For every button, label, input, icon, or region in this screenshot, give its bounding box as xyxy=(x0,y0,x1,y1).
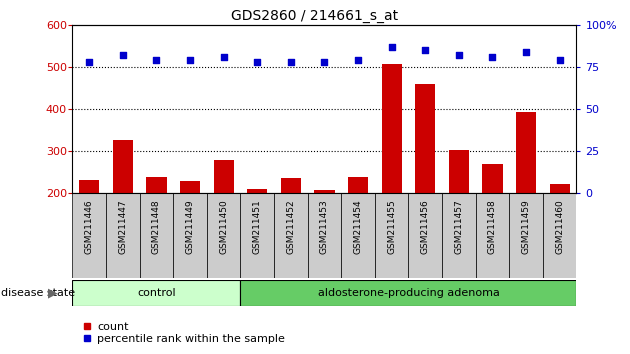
FancyBboxPatch shape xyxy=(173,193,207,278)
Text: GSM211457: GSM211457 xyxy=(454,199,463,253)
FancyBboxPatch shape xyxy=(207,193,241,278)
Bar xyxy=(79,180,100,193)
Text: ▶: ▶ xyxy=(49,286,58,299)
Bar xyxy=(113,141,133,193)
Text: GSM211453: GSM211453 xyxy=(320,199,329,253)
FancyBboxPatch shape xyxy=(72,280,241,306)
Bar xyxy=(214,160,234,193)
Text: GSM211456: GSM211456 xyxy=(421,199,430,253)
Text: GSM211454: GSM211454 xyxy=(353,199,362,253)
Point xyxy=(353,57,363,63)
Text: GSM211452: GSM211452 xyxy=(287,199,295,253)
Text: GSM211451: GSM211451 xyxy=(253,199,261,253)
Point xyxy=(420,47,430,53)
Point xyxy=(319,59,329,65)
Text: GSM211459: GSM211459 xyxy=(522,199,530,253)
FancyBboxPatch shape xyxy=(341,193,375,278)
FancyBboxPatch shape xyxy=(375,193,408,278)
Point xyxy=(118,52,128,58)
Text: aldosterone-producing adenoma: aldosterone-producing adenoma xyxy=(318,288,500,298)
Bar xyxy=(314,190,335,193)
Point xyxy=(185,57,195,63)
Text: GSM211460: GSM211460 xyxy=(555,199,564,253)
Text: GSM211449: GSM211449 xyxy=(186,199,195,253)
Point xyxy=(387,44,397,50)
Bar xyxy=(180,181,200,193)
Bar xyxy=(348,177,368,193)
FancyBboxPatch shape xyxy=(307,193,341,278)
FancyBboxPatch shape xyxy=(106,193,140,278)
Text: GSM211448: GSM211448 xyxy=(152,199,161,253)
Text: GSM211447: GSM211447 xyxy=(118,199,127,253)
Bar xyxy=(415,84,435,193)
Bar xyxy=(549,184,570,193)
Point xyxy=(151,57,161,63)
Bar xyxy=(247,189,267,193)
Point xyxy=(219,54,229,59)
Bar xyxy=(146,177,166,193)
Text: GSM211455: GSM211455 xyxy=(387,199,396,253)
Point xyxy=(488,54,498,59)
Text: disease state: disease state xyxy=(1,288,76,298)
FancyBboxPatch shape xyxy=(274,193,307,278)
FancyBboxPatch shape xyxy=(543,193,576,278)
FancyBboxPatch shape xyxy=(72,193,106,278)
Text: GSM211450: GSM211450 xyxy=(219,199,228,253)
Point xyxy=(554,57,564,63)
Text: GSM211458: GSM211458 xyxy=(488,199,497,253)
Bar xyxy=(281,178,301,193)
Point xyxy=(454,52,464,58)
FancyBboxPatch shape xyxy=(241,193,274,278)
FancyBboxPatch shape xyxy=(408,193,442,278)
Bar xyxy=(382,64,402,193)
FancyBboxPatch shape xyxy=(442,193,476,278)
Legend: count, percentile rank within the sample: count, percentile rank within the sample xyxy=(78,317,289,348)
Point xyxy=(252,59,262,65)
Bar xyxy=(483,164,503,193)
Text: GSM211446: GSM211446 xyxy=(85,199,94,253)
FancyBboxPatch shape xyxy=(241,280,576,306)
Bar xyxy=(516,112,536,193)
Point xyxy=(521,49,531,55)
FancyBboxPatch shape xyxy=(509,193,543,278)
Text: control: control xyxy=(137,288,176,298)
Point xyxy=(84,59,94,65)
Point xyxy=(286,59,296,65)
FancyBboxPatch shape xyxy=(140,193,173,278)
FancyBboxPatch shape xyxy=(476,193,509,278)
Text: GDS2860 / 214661_s_at: GDS2860 / 214661_s_at xyxy=(231,9,399,23)
Bar xyxy=(449,150,469,193)
